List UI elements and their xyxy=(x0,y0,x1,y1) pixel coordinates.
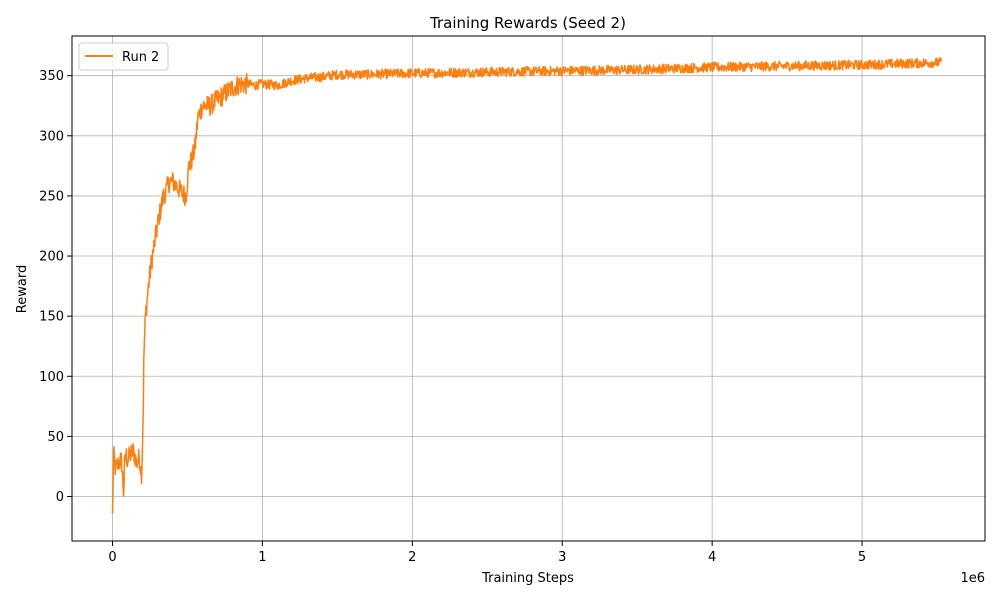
x-axis-offset-label: 1e6 xyxy=(960,571,985,586)
legend-label-run-2: Run 2 xyxy=(122,50,159,65)
x-tick-label: 1 xyxy=(258,550,266,565)
y-tick-label: 150 xyxy=(39,310,64,325)
grid xyxy=(72,36,985,541)
y-tick-label: 300 xyxy=(39,129,64,144)
series-line-run-2 xyxy=(111,57,943,514)
y-tick-label: 0 xyxy=(56,490,64,505)
x-tick-label: 0 xyxy=(108,550,116,565)
y-tick-label: 100 xyxy=(39,370,64,385)
x-tick-label: 5 xyxy=(858,550,866,565)
y-axis-label: Reward xyxy=(15,265,30,313)
y-tick-label: 200 xyxy=(39,250,64,265)
x-tick-label: 2 xyxy=(408,550,416,565)
chart-title: Training Rewards (Seed 2) xyxy=(429,14,626,32)
x-tick-label: 4 xyxy=(708,550,716,565)
y-tick-label: 50 xyxy=(47,430,64,445)
x-axis-ticks: 0 1 2 3 4 5 xyxy=(108,541,866,565)
y-tick-label: 250 xyxy=(39,189,64,204)
legend: Run 2 xyxy=(78,42,169,71)
x-axis-label: Training Steps xyxy=(481,571,574,586)
plot-frame xyxy=(71,35,986,542)
legend-box xyxy=(78,42,169,71)
series-layer xyxy=(111,57,943,514)
x-tick-label: 3 xyxy=(558,550,566,565)
y-axis-ticks: 0 50 100 150 200 250 300 350 xyxy=(39,69,72,505)
y-tick-label: 350 xyxy=(39,69,64,84)
